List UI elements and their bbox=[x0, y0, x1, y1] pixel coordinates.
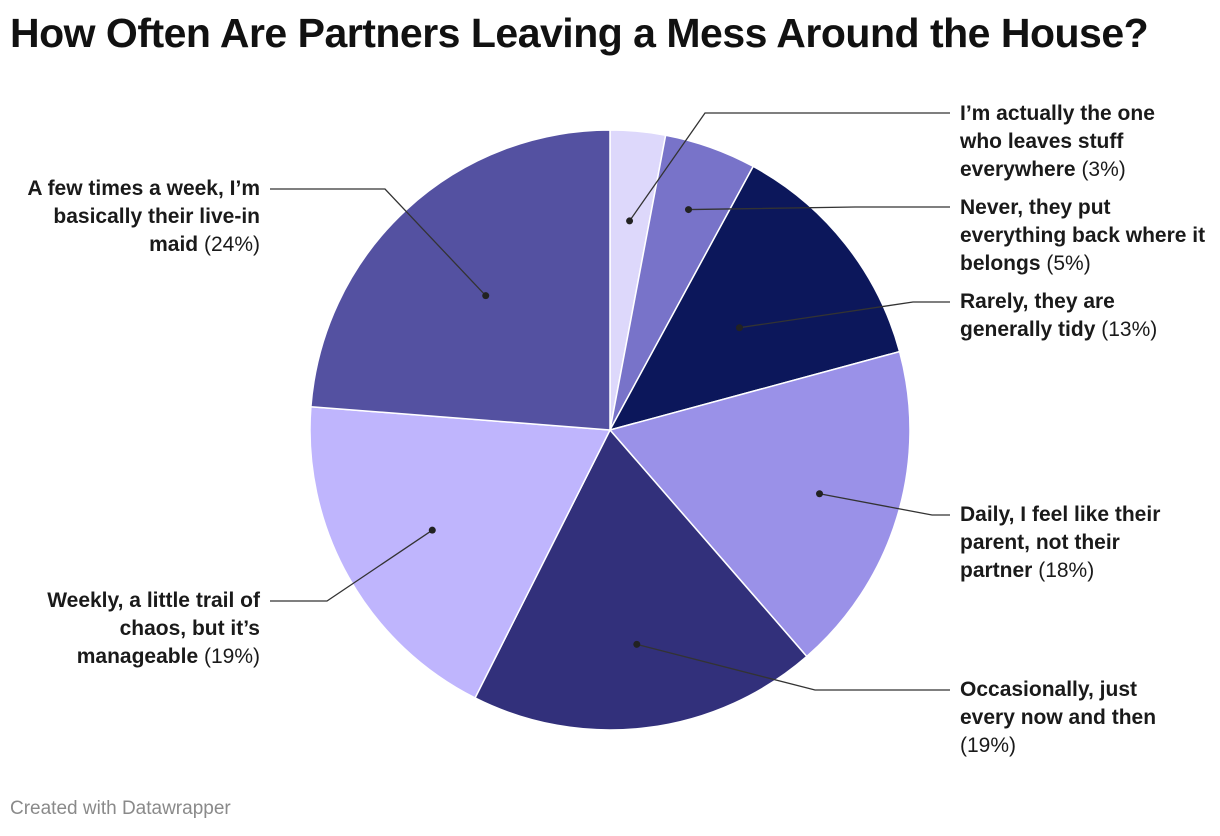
slice-label-6: A few times a week, I’m basically their … bbox=[27, 177, 260, 256]
chart-title: How Often Are Partners Leaving a Mess Ar… bbox=[10, 10, 1149, 56]
slice-label-1: Never, they put everything back where it… bbox=[960, 196, 1206, 275]
leader-dot-0 bbox=[626, 217, 634, 225]
pie-slices bbox=[309, 129, 911, 731]
leader-dot-2 bbox=[735, 324, 743, 332]
leader-dot-1 bbox=[685, 206, 693, 214]
leader-line-3 bbox=[819, 493, 950, 516]
leader-line-1 bbox=[688, 206, 950, 211]
slice-label-2: Rarely, they are generally tidy (13%) bbox=[960, 290, 1158, 341]
pie-slice-6 bbox=[310, 129, 611, 431]
leader-line-4 bbox=[636, 643, 950, 691]
leader-line-6 bbox=[270, 188, 487, 297]
leader-dot-5 bbox=[428, 526, 436, 534]
pie-slice-5 bbox=[309, 405, 611, 699]
leader-dot-6 bbox=[482, 292, 490, 300]
leader-dot-3 bbox=[816, 490, 824, 498]
leader-line-2 bbox=[739, 301, 950, 329]
leader-lines bbox=[270, 112, 950, 691]
slice-label-5: Weekly, a little trail of chaos, but it’… bbox=[47, 589, 260, 668]
slice-label-0: I’m actually the one who leaves stuff ev… bbox=[960, 102, 1155, 181]
leader-line-5 bbox=[270, 529, 433, 602]
slice-label-4: Occasionally, just every now and then (1… bbox=[960, 678, 1157, 757]
pie-slice-2 bbox=[609, 165, 901, 431]
leader-dot-4 bbox=[633, 640, 641, 648]
slice-label-3: Daily, I feel like their parent, not the… bbox=[960, 503, 1161, 582]
leader-line-0 bbox=[629, 112, 950, 222]
credit-text: Created with Datawrapper bbox=[10, 798, 231, 819]
pie-slice-3 bbox=[609, 350, 911, 658]
pie-slice-4 bbox=[474, 429, 808, 731]
